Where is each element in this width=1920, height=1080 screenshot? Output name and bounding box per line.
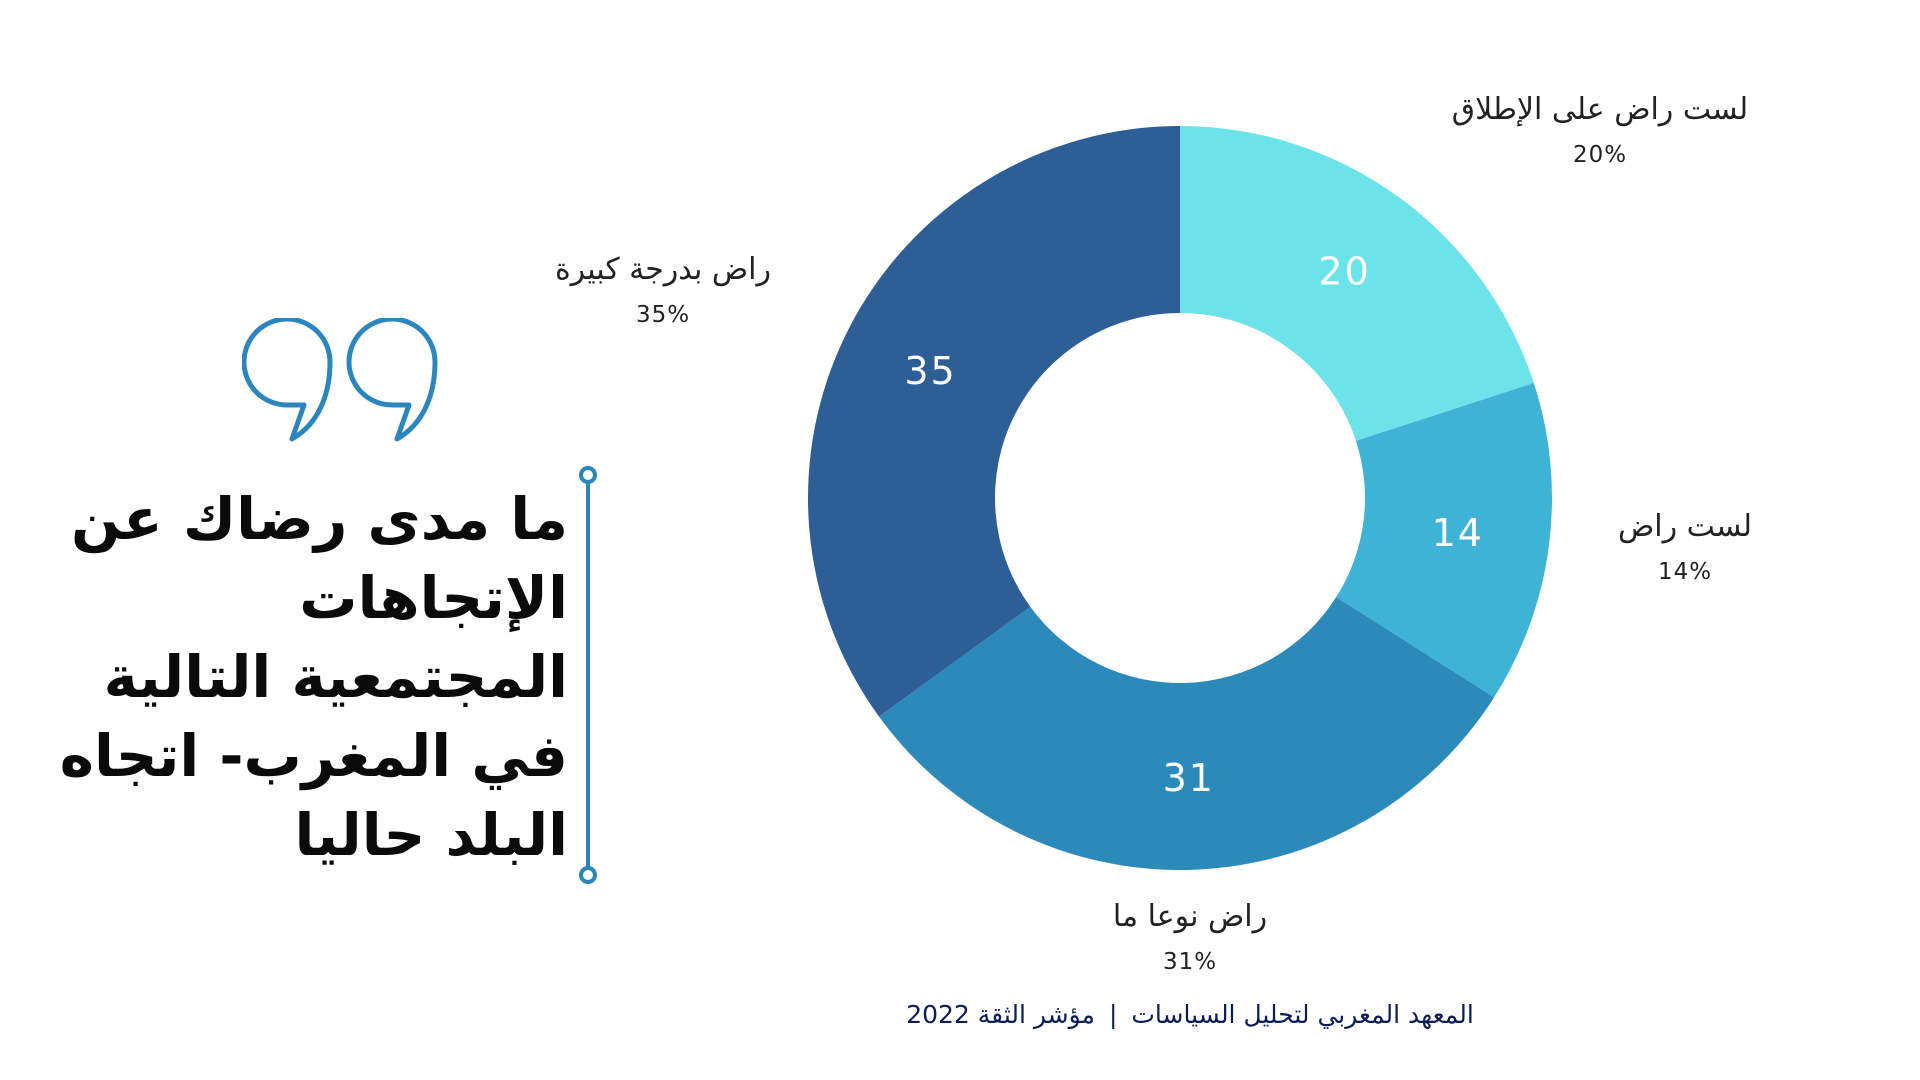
slice-value-label-3: 35	[904, 349, 956, 393]
closing-quote-icon	[242, 318, 438, 442]
footer-separator: |	[1108, 1000, 1118, 1029]
donut-slice-3	[807, 126, 1180, 717]
footer-source: المعهد المغربي لتحليل السياسات | مؤشر الثق…	[820, 1000, 1560, 1029]
segment-label-not-satisfied: لست راض 14%	[1505, 507, 1865, 589]
segment-percent: 35%	[635, 302, 691, 328]
question-title: ما مدى رضاك عن الإتجاهات المجتمعية التال…	[59, 485, 568, 869]
slice-value-label-0: 20	[1318, 249, 1370, 293]
segment-name: لست راض على الإطلاق	[1451, 92, 1749, 127]
segment-name: راض نوعا ما	[1112, 899, 1268, 934]
donut-slice-1	[1336, 383, 1552, 698]
title-accent-line	[579, 466, 597, 884]
slice-value-label-1: 14	[1432, 511, 1484, 555]
segment-percent: 14%	[1657, 559, 1713, 585]
segment-percent: 31%	[1162, 949, 1218, 975]
donut-slice-0	[1180, 126, 1534, 441]
segment-name: راض بدرجة كبيرة	[554, 252, 772, 287]
footer-index: مؤشر الثقة 2022	[906, 1000, 1095, 1029]
segment-name: لست راض	[1618, 509, 1752, 544]
segment-percent: 20%	[1572, 142, 1628, 168]
segment-label-not-satisfied-at-all: لست راض على الإطلاق 20%	[1420, 90, 1780, 172]
donut-slice-2	[879, 597, 1495, 871]
slice-value-label-2: 31	[1163, 756, 1215, 800]
footer-institute: المعهد المغربي لتحليل السياسات	[1131, 1000, 1474, 1029]
segment-label-somewhat-satisfied: راض نوعا ما 31%	[1010, 897, 1370, 979]
segment-label-very-satisfied: راض بدرجة كبيرة 35%	[483, 250, 843, 332]
